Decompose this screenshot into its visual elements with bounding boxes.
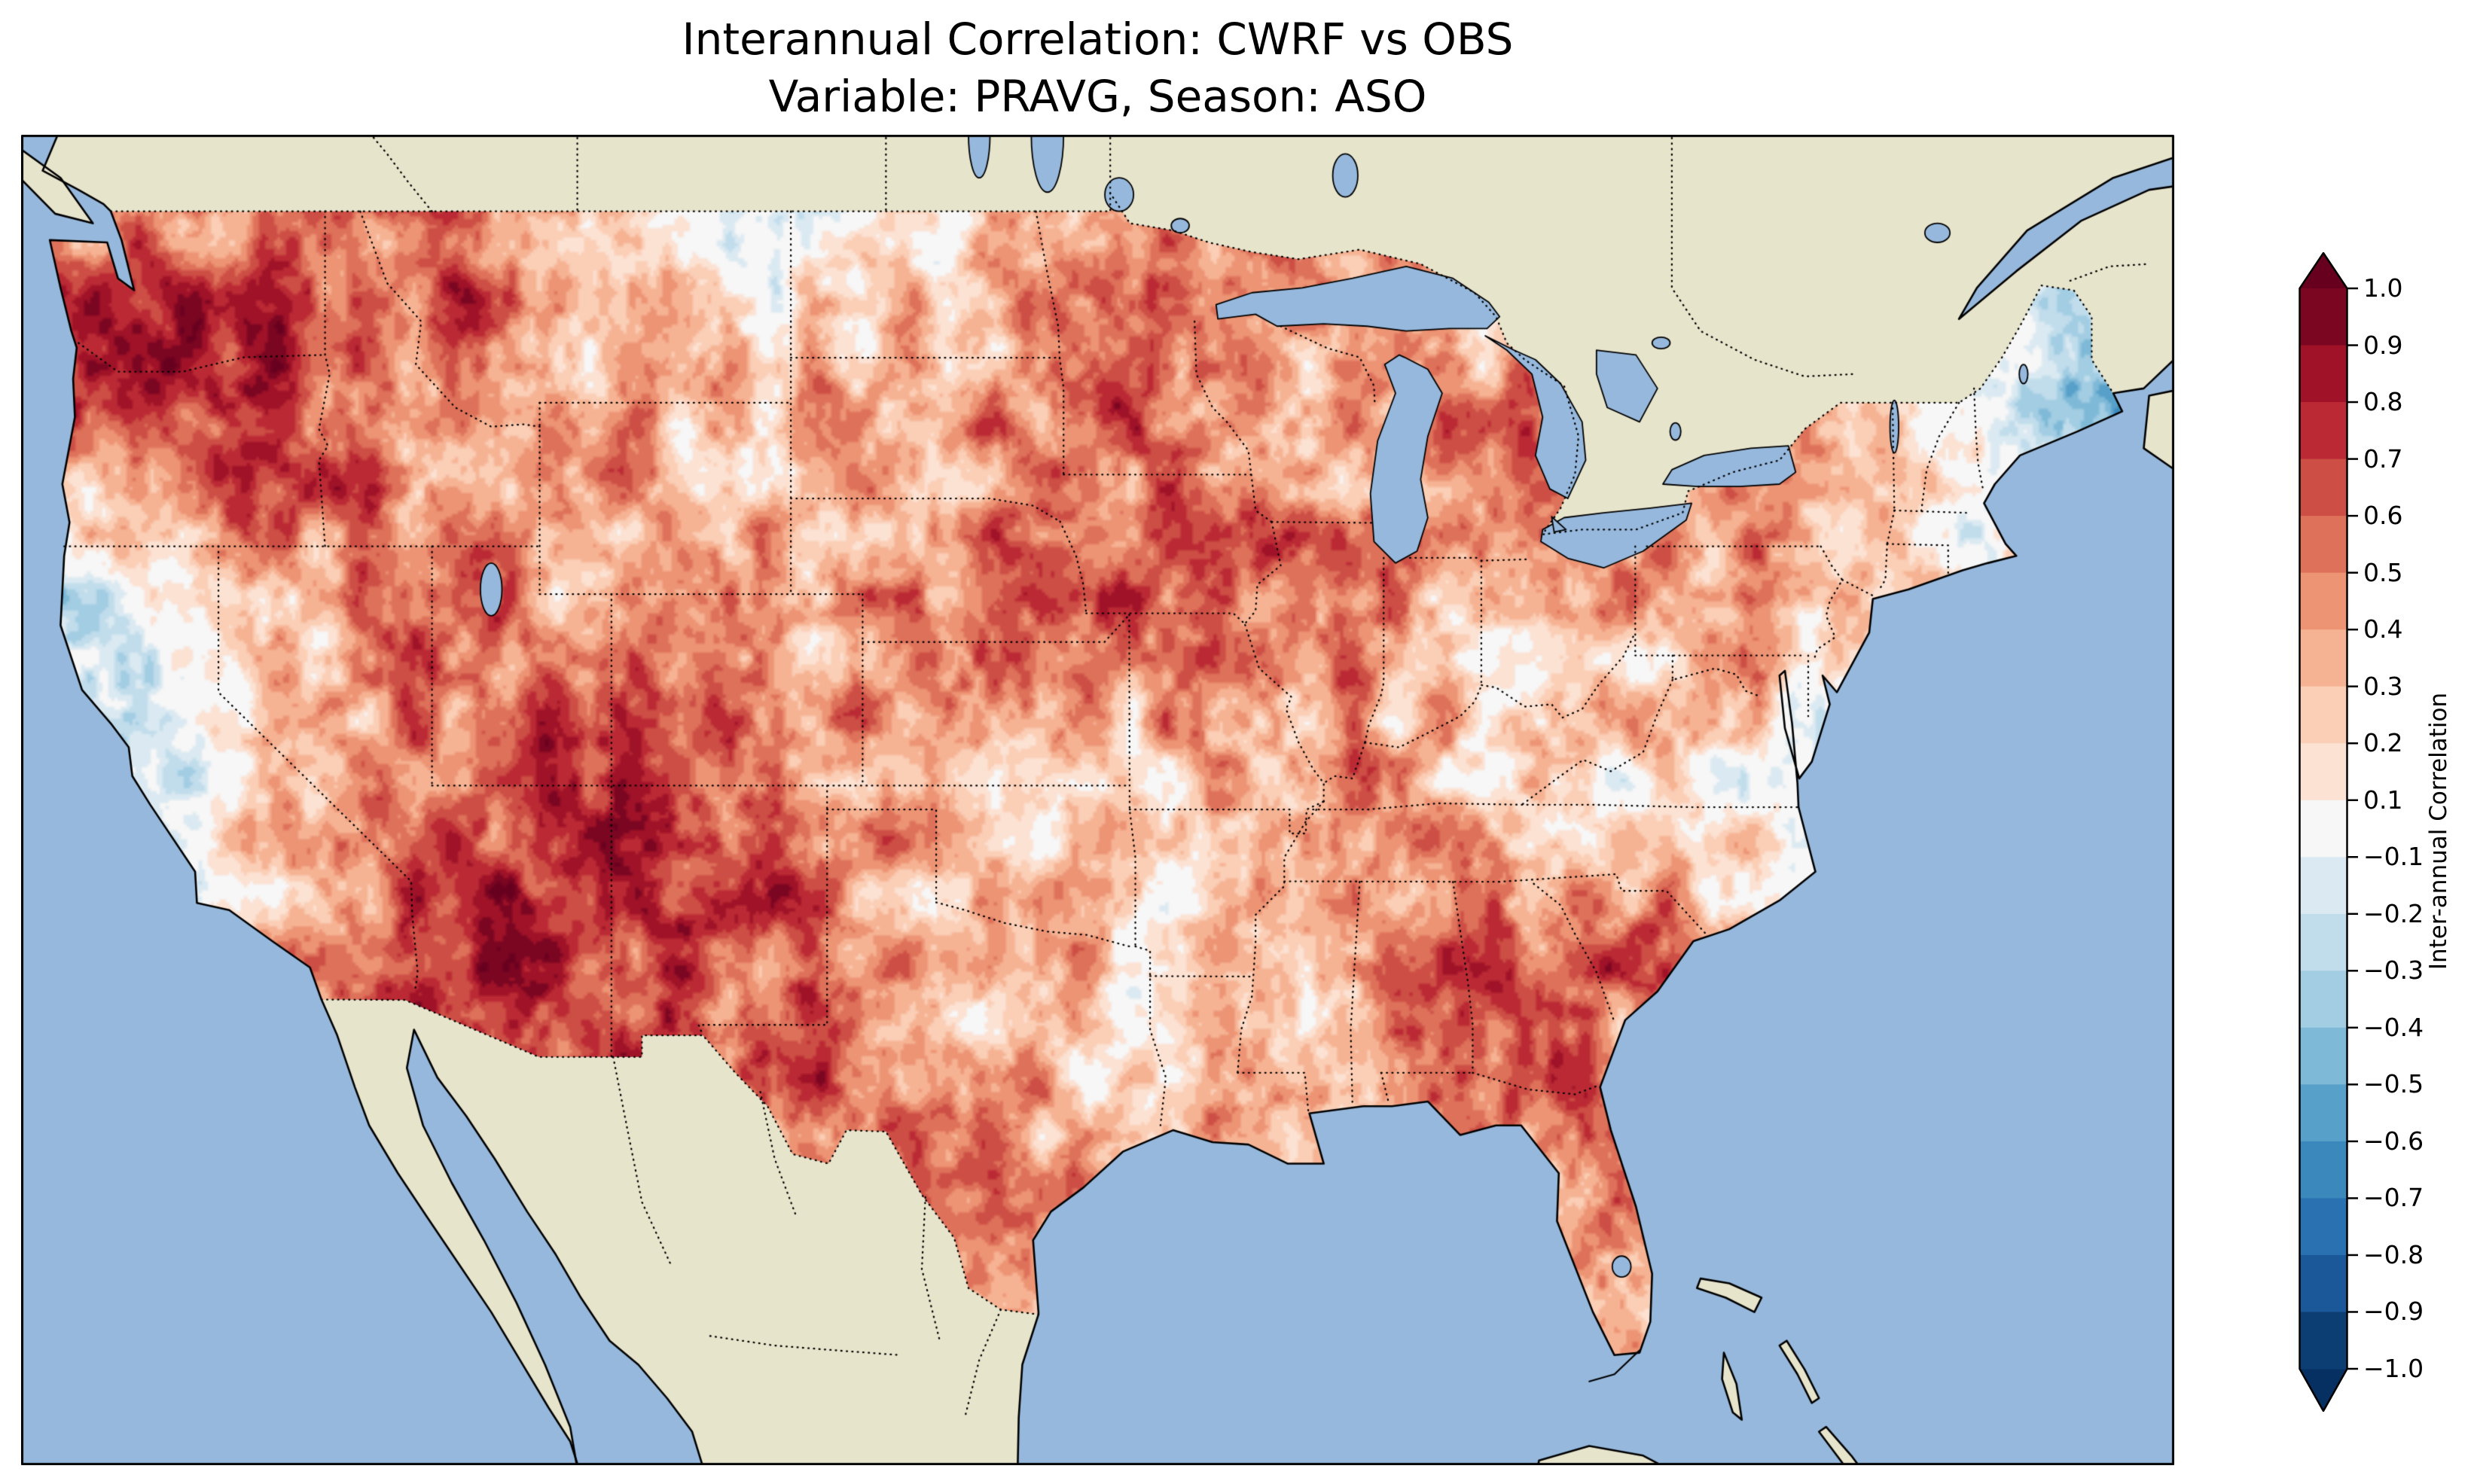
title-line-1: Interannual Correlation: CWRF vs OBS [682, 14, 1514, 65]
colorbar-tick-label: 0.7 [2363, 443, 2403, 474]
colorbar-tick-label: −0.1 [2363, 842, 2424, 872]
colorbar-tick-label: −0.2 [2363, 898, 2424, 928]
colorbar-segment [2299, 913, 2347, 971]
colorbar-segment [2299, 1027, 2347, 1085]
colorbar-tick-label: −1.0 [2363, 1354, 2424, 1383]
colorbar-tick-label: 0.9 [2363, 330, 2403, 360]
colorbar-tick-label: 0.2 [2363, 728, 2403, 758]
colorbar-tick-label: 0.8 [2363, 387, 2403, 417]
colorbar-segment [2299, 402, 2347, 460]
colorbar-tick-label: 0.3 [2363, 671, 2403, 701]
colorbar-segment [2299, 743, 2347, 801]
figure-title: Interannual Correlation: CWRF vs OBS Var… [21, 11, 2174, 125]
colorbar-tick-label: −0.8 [2363, 1239, 2424, 1269]
colorbar-segment [2299, 971, 2347, 1028]
colorbar-segment [2299, 1254, 2347, 1313]
colorbar-tick-label: −0.7 [2363, 1183, 2424, 1213]
colorbar-extend-max-arrow [2299, 253, 2347, 288]
colorbar-tick-label: 0.1 [2363, 785, 2403, 815]
colorbar-tick-label: 1.0 [2363, 273, 2403, 303]
colorbar-segment [2299, 1312, 2347, 1370]
colorbar-tick-label: −0.3 [2363, 955, 2424, 986]
colorbar-segment [2299, 686, 2347, 744]
colorbar-segment [2299, 572, 2347, 630]
colorbar-tick-label: −0.5 [2363, 1069, 2424, 1099]
colorbar-segment [2299, 857, 2347, 915]
us-correlation-map-canvas [21, 135, 2174, 1465]
colorbar-tick-label: 0.6 [2363, 501, 2403, 531]
map-panel [21, 135, 2174, 1465]
colorbar [2292, 251, 2472, 1413]
colorbar-extend-min-arrow [2299, 1369, 2347, 1411]
colorbar-segment [2299, 1198, 2347, 1256]
colorbar-tick-label: 0.4 [2363, 614, 2403, 644]
colorbar-segment [2299, 345, 2347, 403]
colorbar-segment [2299, 1141, 2347, 1199]
colorbar-segment [2299, 1084, 2347, 1142]
colorbar-segment [2299, 459, 2347, 517]
colorbar-tick-label: −0.4 [2363, 1012, 2424, 1042]
colorbar-tick-label: −0.9 [2363, 1297, 2424, 1327]
colorbar-segment [2299, 800, 2347, 858]
colorbar-tick-label: −0.6 [2363, 1126, 2424, 1156]
colorbar-segment [2299, 629, 2347, 687]
title-line-2: Variable: PRAVG, Season: ASO [768, 71, 1427, 122]
colorbar-tick-label: 0.5 [2363, 557, 2403, 587]
colorbar-graphic [2299, 251, 2358, 1413]
colorbar-segment [2299, 288, 2347, 346]
colorbar-segment [2299, 516, 2347, 574]
